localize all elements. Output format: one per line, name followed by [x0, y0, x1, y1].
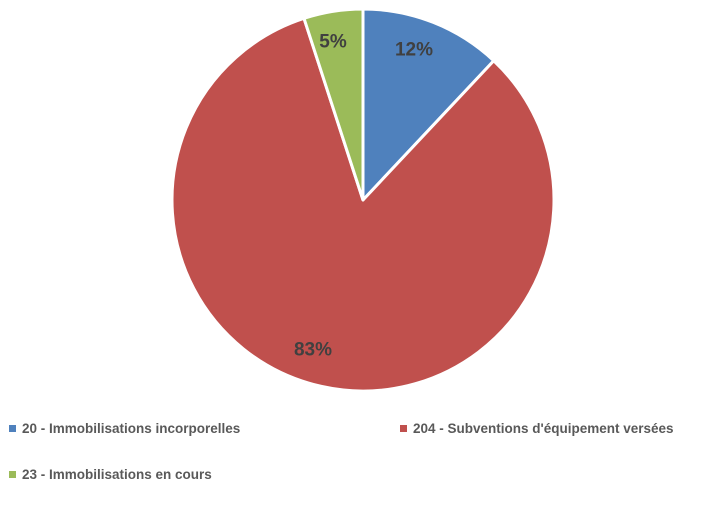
legend-item-immobilisations-incorporelles: 20 - Immobilisations incorporelles	[9, 421, 240, 436]
legend-item-subventions-equipement: 204 - Subventions d'équipement versées	[400, 421, 674, 436]
pie-slice-2	[302, 7, 365, 202]
legend-item-immobilisations-en-cours: 23 - Immobilisations en cours	[9, 467, 212, 482]
pie-slice-1	[170, 16, 556, 393]
legend-label-immobilisations-incorporelles: 20 - Immobilisations incorporelles	[22, 421, 241, 436]
slice-data-label-1: 83%	[294, 340, 332, 361]
legend-swatch-immobilisations-en-cours	[9, 471, 16, 478]
legend-swatch-immobilisations-incorporelles	[9, 425, 16, 432]
slice-data-label-2: 5%	[319, 32, 347, 53]
slice-data-label-0: 12%	[395, 40, 433, 61]
legend-label-immobilisations-en-cours: 23 - Immobilisations en cours	[22, 467, 212, 482]
legend-label-subventions-equipement: 204 - Subventions d'équipement versées	[413, 421, 674, 436]
pie-slice-0	[361, 7, 496, 202]
legend-swatch-subventions-equipement	[400, 425, 407, 432]
